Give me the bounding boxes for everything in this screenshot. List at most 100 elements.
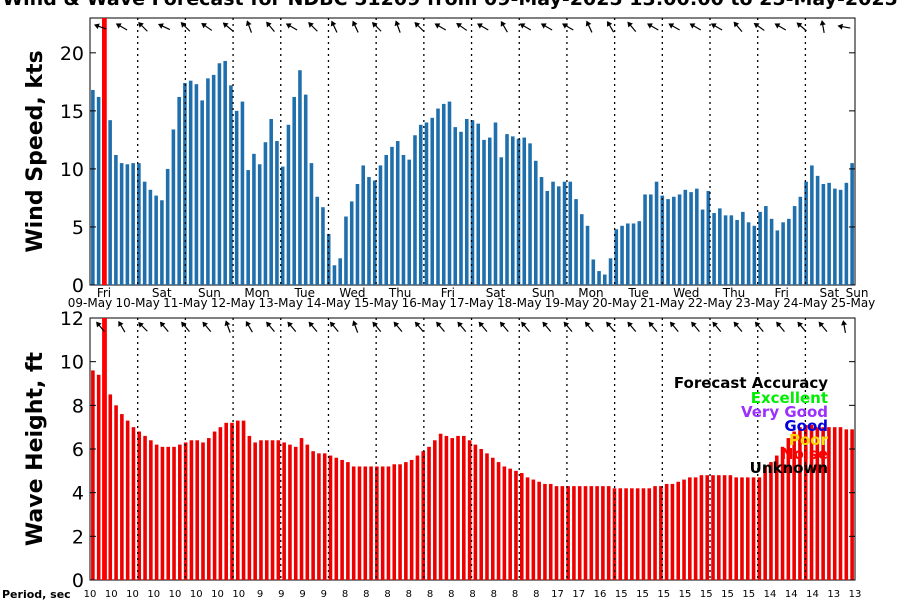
direction-arrow: [96, 321, 105, 332]
bar: [201, 442, 205, 580]
period-value: 13: [849, 589, 862, 600]
direction-arrow: [754, 321, 764, 332]
bar: [804, 181, 808, 285]
date-label: 15-May: [354, 296, 398, 310]
period-value: 15: [657, 589, 670, 600]
direction-arrow: [224, 320, 231, 333]
direction-arrow: [94, 23, 107, 30]
bar: [695, 188, 699, 285]
date-label: 17-May: [449, 296, 493, 310]
bar: [404, 462, 408, 580]
bar: [745, 477, 750, 580]
bar: [459, 131, 463, 285]
bar: [357, 466, 362, 580]
bar: [554, 486, 559, 580]
bar: [630, 488, 634, 580]
bar: [574, 199, 578, 285]
bar: [114, 154, 118, 285]
bar: [188, 80, 193, 285]
bar: [780, 446, 785, 580]
bar: [676, 481, 681, 580]
bar: [693, 477, 698, 580]
bar: [699, 475, 704, 580]
direction-arrow: [158, 23, 171, 31]
date-label: 14-May: [306, 296, 350, 310]
direction-arrow: [691, 321, 700, 332]
bar: [309, 163, 314, 285]
bar: [751, 477, 756, 580]
day-name-label: Sun: [846, 286, 869, 300]
bar: [438, 433, 443, 580]
bar: [229, 85, 233, 285]
period-label: Period, sec: [2, 588, 71, 600]
date-label: 16-May: [402, 296, 446, 310]
bar: [286, 124, 291, 285]
bar: [781, 222, 785, 285]
bar: [91, 89, 95, 285]
bar: [572, 486, 576, 580]
bar: [641, 488, 646, 580]
direction-arrow: [371, 22, 382, 32]
period-value: 8: [512, 589, 518, 600]
bar: [712, 213, 716, 285]
now-marker: [102, 318, 107, 580]
period-value: 9: [321, 589, 327, 600]
bar: [436, 108, 440, 285]
direction-arrow: [201, 22, 213, 31]
bar: [217, 63, 222, 285]
direction-arrow: [607, 20, 615, 33]
direction-arrow: [542, 321, 552, 332]
bar: [407, 159, 412, 285]
bar: [551, 181, 555, 285]
direction-arrow: [115, 23, 128, 31]
bar: [149, 440, 153, 580]
direction-arrow: [562, 23, 574, 31]
bar: [276, 440, 281, 580]
bar: [740, 477, 744, 580]
y-axis-label: Wave Height, ft: [23, 351, 48, 546]
bar: [114, 405, 118, 580]
direction-arrow: [436, 321, 445, 332]
day-name-label: Sat: [152, 286, 172, 300]
bar: [659, 486, 663, 580]
date-label: 24-May: [783, 296, 827, 310]
bar: [143, 435, 147, 580]
bar: [516, 138, 521, 285]
direction-arrow: [669, 321, 679, 332]
bar: [543, 483, 547, 580]
bar: [275, 141, 279, 285]
bar: [717, 475, 721, 580]
day-name-label: Tue: [627, 286, 649, 300]
bar: [493, 122, 498, 285]
bar: [398, 464, 402, 580]
bar: [160, 446, 165, 580]
bar: [464, 119, 469, 285]
bar: [346, 462, 350, 580]
bar: [815, 175, 820, 285]
bar: [361, 165, 365, 285]
direction-arrow: [585, 20, 593, 33]
bar: [433, 440, 437, 580]
y-tick-label: 12: [60, 308, 84, 330]
direction-arrow: [434, 23, 447, 31]
y-tick-label: 5: [72, 217, 84, 239]
bar: [386, 466, 391, 580]
period-value: 10: [190, 589, 203, 600]
bar: [531, 479, 536, 580]
bar: [212, 431, 217, 580]
bar: [344, 216, 348, 285]
bar: [729, 215, 734, 285]
bar: [757, 477, 762, 580]
bar: [392, 464, 397, 580]
period-value: 17: [572, 589, 585, 600]
bar: [338, 258, 342, 285]
period-value: 15: [615, 589, 628, 600]
bar: [677, 194, 682, 285]
bar: [787, 218, 791, 285]
bar: [601, 486, 605, 580]
bar: [775, 230, 780, 285]
direction-arrow: [519, 23, 532, 31]
direction-arrow: [222, 22, 234, 32]
date-label: 18-May: [497, 296, 541, 310]
bar: [288, 444, 292, 580]
